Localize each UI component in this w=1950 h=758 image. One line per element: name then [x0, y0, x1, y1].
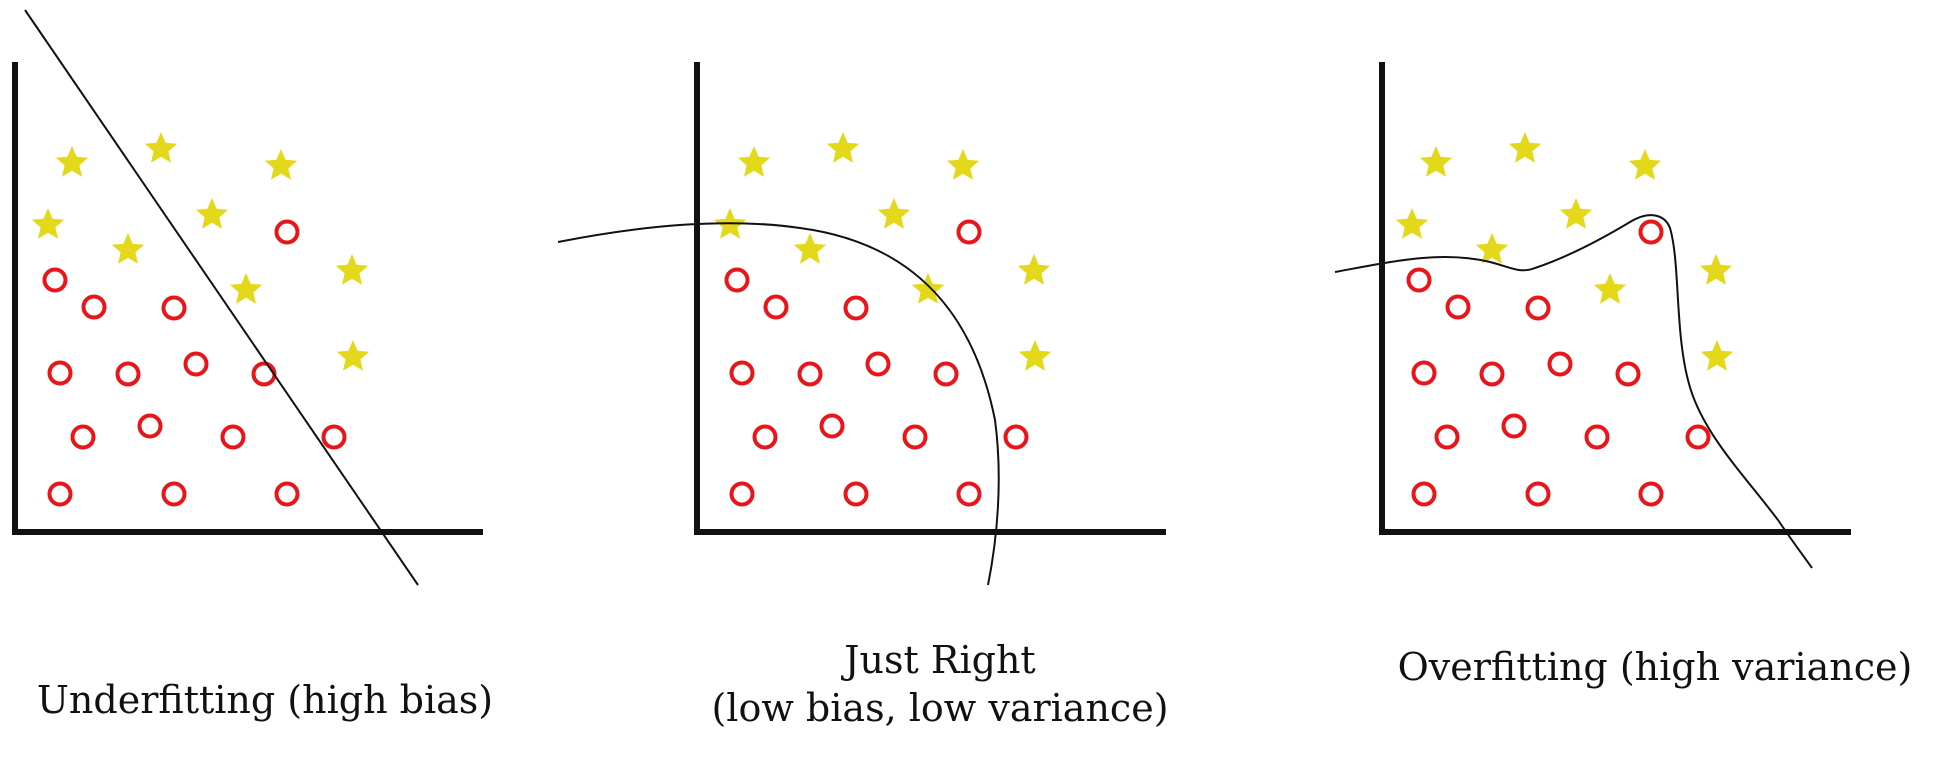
star-icon: [826, 132, 860, 163]
star-icon: [195, 198, 229, 229]
circle-icon: [47, 360, 73, 386]
star-icon: [1508, 132, 1542, 163]
circle-icon: [1525, 295, 1551, 321]
circle-icon: [251, 361, 277, 387]
star-group: [713, 132, 1052, 371]
circle-icon: [183, 351, 209, 377]
circle-icon: [729, 360, 755, 386]
caption-overfitting: Overfitting (high variance): [1360, 643, 1950, 691]
panel-just-right: [557, 62, 1166, 586]
star-icon: [1419, 146, 1453, 177]
circle-icon: [1411, 481, 1437, 507]
circle-icon: [321, 424, 347, 450]
star-icon: [911, 273, 945, 304]
axes: [1379, 62, 1851, 535]
star-icon: [335, 254, 369, 285]
circle-icon: [752, 424, 778, 450]
circle-icon: [956, 481, 982, 507]
circle-icon: [115, 361, 141, 387]
star-icon: [1018, 340, 1052, 371]
star-icon: [946, 149, 980, 180]
circle-icon: [274, 219, 300, 245]
circle-icon: [724, 267, 750, 293]
caption-line: Just Right: [844, 638, 1036, 682]
circle-icon: [81, 294, 107, 320]
circle-icon: [956, 219, 982, 245]
circle-icon: [1479, 361, 1505, 387]
star-icon: [877, 198, 911, 229]
circle-icon: [220, 424, 246, 450]
circle-icon: [1003, 424, 1029, 450]
circle-icon: [1638, 219, 1664, 245]
circle-icon: [797, 361, 823, 387]
circle-icon: [137, 413, 163, 439]
circle-icon: [1615, 361, 1641, 387]
caption-line: Overfitting (high variance): [1397, 645, 1913, 689]
star-group: [1395, 132, 1734, 371]
circle-icon: [1638, 481, 1664, 507]
circle-icon: [819, 413, 845, 439]
circle-icon: [70, 424, 96, 450]
star-group: [31, 132, 370, 371]
caption-line: Underfitting (high bias): [36, 678, 494, 722]
star-icon: [31, 208, 65, 239]
circle-icon: [1547, 351, 1573, 377]
circle-icon: [1501, 413, 1527, 439]
star-icon: [1593, 273, 1627, 304]
star-icon: [1628, 149, 1662, 180]
star-icon: [144, 132, 178, 163]
axes: [694, 62, 1166, 535]
decision-boundary: [1334, 214, 1813, 569]
caption-line: (low bias, low variance): [711, 686, 1169, 730]
axes: [12, 62, 483, 535]
circle-icon: [161, 481, 187, 507]
circle-icon: [843, 481, 869, 507]
star-icon: [737, 146, 771, 177]
circle-icon: [1411, 360, 1437, 386]
star-icon: [1395, 208, 1429, 239]
circle-icon: [729, 481, 755, 507]
circle-icon: [161, 295, 187, 321]
circle-icon: [843, 295, 869, 321]
circle-group: [724, 219, 1029, 507]
circle-icon: [1445, 294, 1471, 320]
star-icon: [793, 233, 827, 264]
star-icon: [111, 233, 145, 264]
star-icon: [1699, 254, 1733, 285]
caption-just-right: Just Right (low bias, low variance): [660, 636, 1220, 732]
decision-boundary: [24, 9, 419, 586]
circle-icon: [1406, 267, 1432, 293]
circle-icon: [763, 294, 789, 320]
caption-underfitting: Underfitting (high bias): [0, 676, 530, 724]
circle-icon: [902, 424, 928, 450]
circle-icon: [42, 267, 68, 293]
panel-underfitting: [12, 9, 483, 586]
circle-icon: [865, 351, 891, 377]
star-icon: [264, 149, 298, 180]
star-icon: [1700, 340, 1734, 371]
star-icon: [336, 340, 370, 371]
decision-boundary: [557, 222, 1000, 586]
star-icon: [55, 146, 89, 177]
circle-group: [42, 219, 347, 507]
star-icon: [1559, 198, 1593, 229]
circle-icon: [1525, 481, 1551, 507]
circle-icon: [1434, 424, 1460, 450]
panel-overfitting: [1334, 62, 1851, 569]
circle-icon: [1685, 424, 1711, 450]
circle-icon: [1584, 424, 1610, 450]
circle-icon: [47, 481, 73, 507]
star-icon: [229, 273, 263, 304]
circle-group: [1406, 219, 1711, 507]
circle-icon: [274, 481, 300, 507]
circle-icon: [933, 361, 959, 387]
star-icon: [1017, 254, 1051, 285]
